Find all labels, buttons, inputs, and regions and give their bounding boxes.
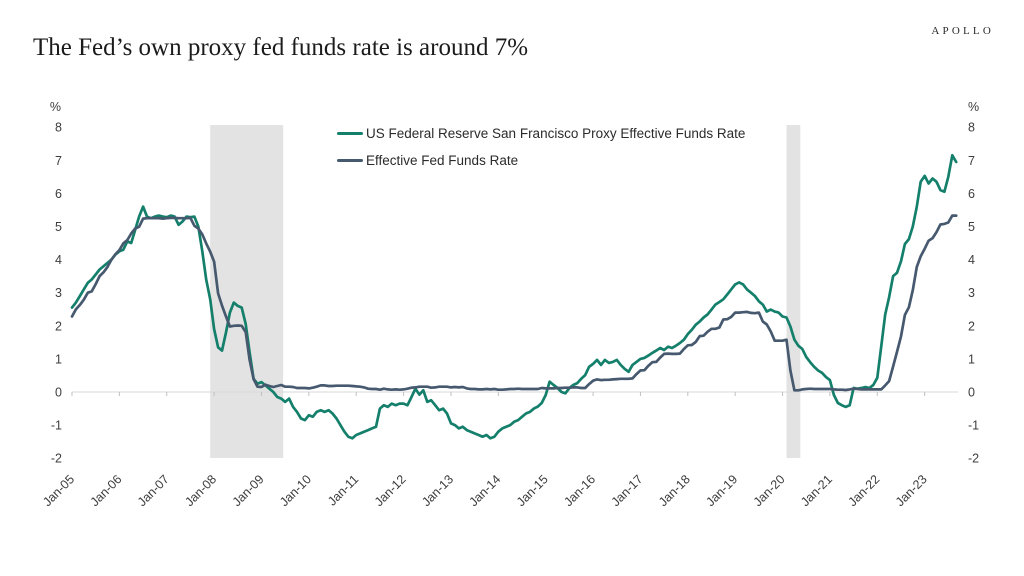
proxy-rate-line-swatch [337, 132, 363, 135]
legend-label-proxy-rate: US Federal Reserve San Francisco Proxy E… [366, 126, 746, 141]
y-axis-label-left: 1 [55, 352, 62, 366]
x-axis-label: Jan-15 [514, 472, 551, 509]
x-axis-label: Jan-21 [798, 472, 835, 509]
y-axis-label-left: 4 [55, 253, 62, 267]
y-axis-unit-right: % [968, 100, 979, 114]
x-axis-label: Jan-12 [372, 472, 409, 509]
y-axis-label-right: -1 [968, 419, 979, 433]
chart-title: The Fed’s own proxy fed funds rate is ar… [33, 34, 529, 61]
y-axis-label-right: 6 [968, 187, 975, 201]
recession-band-2 [786, 125, 801, 458]
y-axis-label-left: 8 [55, 121, 62, 135]
effective-fed-funds-rate-line [70, 214, 958, 392]
x-axis-label: Jan-17 [609, 472, 646, 509]
x-axis-label: Jan-18 [656, 472, 693, 509]
x-axis-label: Jan-16 [561, 472, 598, 509]
x-axis-label: Jan-22 [845, 472, 882, 509]
x-axis-label: Jan-10 [277, 472, 314, 509]
y-axis-label-right: 5 [968, 220, 975, 234]
x-axis-label: Jan-06 [88, 472, 125, 509]
x-axis-label: Jan-13 [419, 472, 456, 509]
x-axis-label: Jan-20 [751, 472, 788, 509]
y-axis-label-right: 3 [968, 286, 975, 300]
legend-label-effective-rate: Effective Fed Funds Rate [366, 153, 519, 168]
x-axis-label: Jan-14 [466, 472, 503, 509]
y-axis-label-left: 0 [55, 386, 62, 400]
y-axis-label-right: 0 [968, 386, 975, 400]
x-axis-label: Jan-11 [325, 472, 361, 508]
x-axis-label: Jan-08 [182, 472, 219, 509]
y-axis-label-left: 2 [55, 319, 62, 333]
recession-band-1 [210, 125, 284, 458]
y-axis-label-left: 3 [55, 286, 62, 300]
y-axis-label-right: 4 [968, 253, 975, 267]
x-axis-label: Jan-05 [40, 472, 77, 509]
x-axis-label: Jan-23 [893, 472, 930, 509]
y-axis-unit-left: % [50, 100, 61, 114]
y-axis-label-left: -1 [51, 419, 62, 433]
y-axis-label-left: 7 [55, 154, 62, 168]
y-axis-label-left: 5 [55, 220, 62, 234]
apollo-logo: APOLLO [931, 25, 994, 37]
proxy-funds-rate-line [70, 153, 958, 440]
y-axis-label-right: 2 [968, 319, 975, 333]
legend-item-proxy-rate: US Federal Reserve San Francisco Proxy E… [337, 120, 745, 147]
x-axis-label: Jan-07 [135, 472, 172, 509]
effective-rate-line-swatch [337, 159, 363, 162]
y-axis-label-left: -2 [51, 452, 62, 466]
y-axis-label-right: -2 [968, 452, 979, 466]
y-axis-label-left: 6 [55, 187, 62, 201]
x-axis-label: Jan-19 [703, 472, 740, 509]
y-axis-label-right: 8 [968, 121, 975, 135]
y-axis-label-right: 7 [968, 154, 975, 168]
y-axis-label-right: 1 [968, 352, 975, 366]
legend-item-effective-rate: Effective Fed Funds Rate [337, 147, 745, 174]
legend: US Federal Reserve San Francisco Proxy E… [337, 120, 745, 174]
x-axis-label: Jan-09 [230, 472, 267, 509]
